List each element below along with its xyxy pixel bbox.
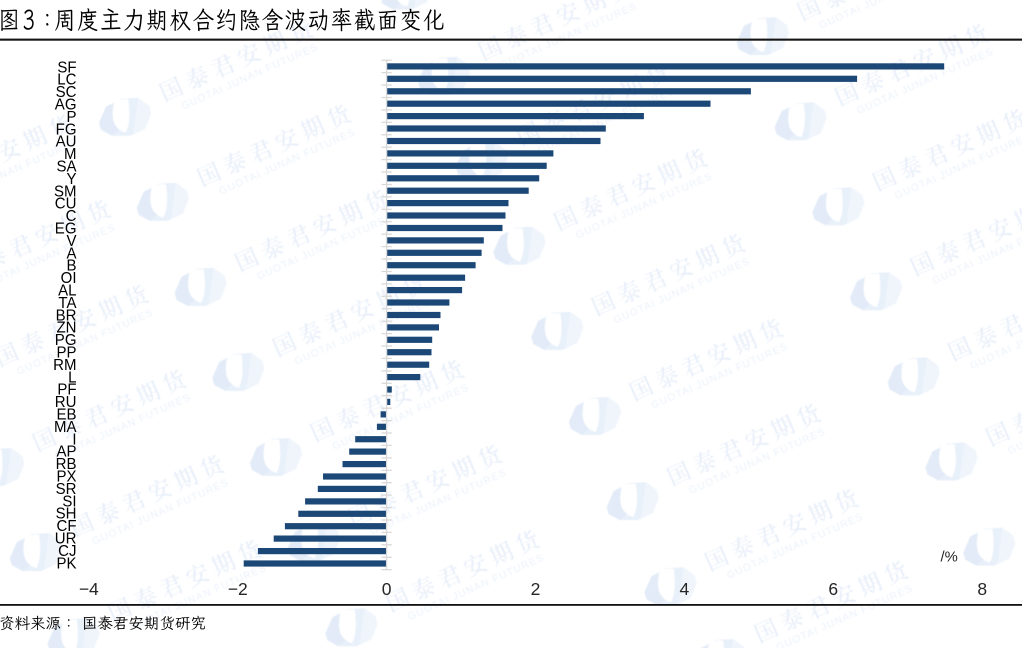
svg-text:SM: SM xyxy=(54,183,77,200)
svg-text:CF: CF xyxy=(56,518,76,535)
svg-text:SH: SH xyxy=(56,505,77,522)
svg-text:B: B xyxy=(66,257,76,274)
svg-text:SI: SI xyxy=(62,493,76,510)
svg-text:MA: MA xyxy=(54,419,77,436)
svg-text:EB: EB xyxy=(56,406,76,423)
svg-text:CJ: CJ xyxy=(58,543,76,560)
svg-text:0: 0 xyxy=(382,579,392,599)
svg-text:8: 8 xyxy=(977,579,987,599)
svg-text:M: M xyxy=(64,146,77,163)
svg-text:SF: SF xyxy=(57,59,76,76)
svg-text:Y: Y xyxy=(66,171,76,188)
svg-text:EG: EG xyxy=(55,220,77,237)
svg-text:PG: PG xyxy=(55,332,77,349)
svg-text:AL: AL xyxy=(58,282,77,299)
svg-text:LC: LC xyxy=(57,71,76,88)
svg-text:BR: BR xyxy=(56,307,77,324)
svg-text:PK: PK xyxy=(56,555,77,572)
svg-text:AU: AU xyxy=(56,133,77,150)
svg-text:PF: PF xyxy=(57,381,76,398)
svg-text:I: I xyxy=(72,431,76,448)
svg-text:C: C xyxy=(66,208,77,225)
svg-text:PX: PX xyxy=(56,468,76,485)
svg-text:2: 2 xyxy=(531,579,541,599)
svg-text:V: V xyxy=(66,233,77,250)
svg-text:SR: SR xyxy=(56,481,77,498)
svg-text:RU: RU xyxy=(55,394,77,411)
svg-text:4: 4 xyxy=(680,579,690,599)
svg-text:PP: PP xyxy=(56,344,76,361)
svg-text:RM: RM xyxy=(53,357,76,374)
svg-text:/%: /% xyxy=(941,550,958,566)
svg-text:TA: TA xyxy=(58,295,77,312)
svg-text:UR: UR xyxy=(55,530,77,547)
svg-text:−4: −4 xyxy=(79,579,99,599)
svg-text:SC: SC xyxy=(56,84,77,101)
svg-text:CU: CU xyxy=(55,195,77,212)
svg-text:L: L xyxy=(68,369,77,386)
svg-text:6: 6 xyxy=(828,579,838,599)
svg-text:FG: FG xyxy=(56,121,77,138)
svg-text:AG: AG xyxy=(55,96,77,113)
svg-text:−2: −2 xyxy=(228,579,248,599)
svg-text:A: A xyxy=(66,245,77,262)
svg-text:AP: AP xyxy=(56,443,76,460)
svg-text:ZN: ZN xyxy=(56,319,76,336)
svg-text:P: P xyxy=(66,109,76,126)
svg-text:OI: OI xyxy=(61,270,77,287)
svg-text:SA: SA xyxy=(56,158,77,175)
svg-text:RB: RB xyxy=(56,456,77,473)
